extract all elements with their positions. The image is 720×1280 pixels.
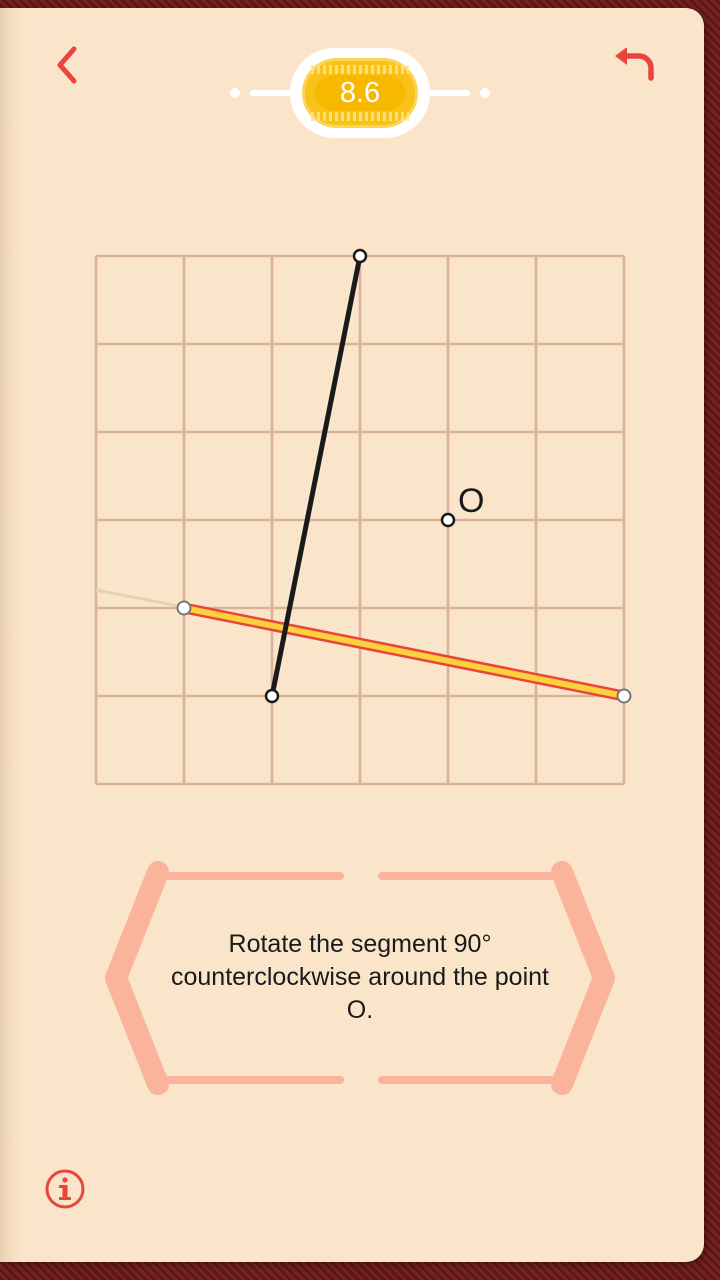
score-line-right (410, 90, 470, 96)
rotation-ghost-line (95, 588, 185, 609)
black-segment-endpoint (264, 688, 280, 704)
greek-key-pattern (311, 112, 409, 121)
geometry-board[interactable]: O (0, 0, 720, 800)
score-dot-left (230, 88, 240, 98)
yellow-segment-endpoint[interactable] (616, 688, 632, 704)
grid (94, 254, 626, 786)
pivot-point-marker (440, 512, 456, 528)
yellow-segment-fill (181, 605, 627, 699)
back-button[interactable] (44, 40, 88, 90)
greek-key-pattern (311, 65, 409, 74)
instruction-frame (105, 861, 615, 1095)
score-medallion: 8.6 (302, 58, 418, 128)
pivot-label: O (458, 482, 484, 520)
pivot-point: O (440, 482, 484, 528)
score-line-left (250, 90, 310, 96)
chevron-left-icon (57, 46, 77, 84)
black-segment (264, 248, 368, 704)
yellow-segment[interactable] (176, 600, 632, 704)
score-pill: 8.6 (290, 48, 430, 138)
undo-button[interactable] (608, 40, 660, 90)
yellow-segment-endpoint[interactable] (176, 600, 192, 616)
score-dot-right (480, 88, 490, 98)
page (0, 8, 704, 1262)
black-segment-line (269, 253, 363, 699)
score-display: 8.6 (224, 48, 496, 138)
instruction-text: Rotate the segment 90° counterclockwise … (170, 930, 549, 1024)
page-spine (0, 8, 22, 1262)
info-button[interactable] (44, 1168, 86, 1210)
score-value: 8.6 (315, 75, 405, 111)
undo-arrow-icon (615, 48, 654, 81)
black-segment-endpoint (352, 248, 368, 264)
info-icon (45, 1169, 85, 1209)
